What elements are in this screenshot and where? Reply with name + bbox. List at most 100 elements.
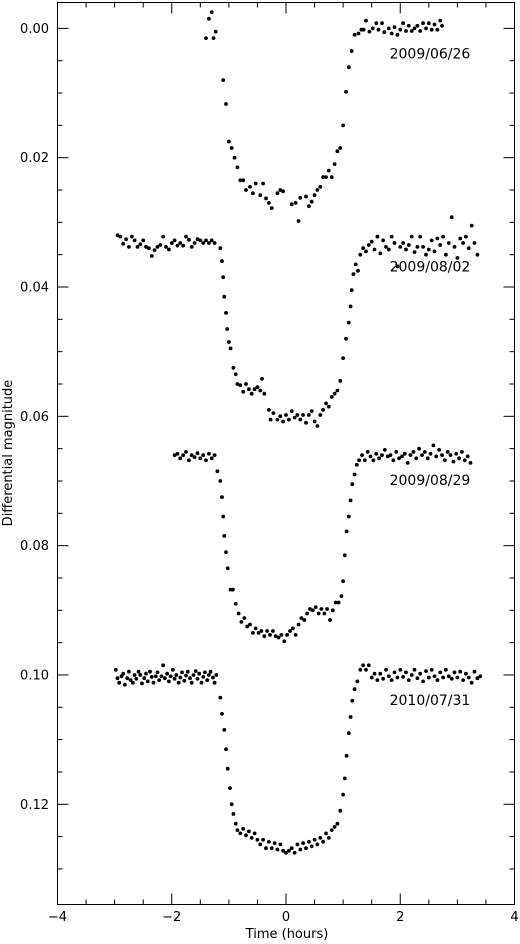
data-point [409,29,414,33]
data-point [276,635,281,640]
data-point [201,453,206,457]
data-point [189,453,194,457]
data-point [461,241,465,245]
data-point [195,451,200,456]
data-point [350,482,355,487]
data-point [400,454,404,459]
data-point [221,514,226,519]
data-point [424,252,428,257]
data-point [348,304,353,309]
data-point [324,401,328,406]
data-point [460,450,464,454]
data-point [181,243,186,248]
data-point [326,168,331,173]
data-point [404,670,408,675]
data-point [332,162,337,167]
data-point [159,674,164,679]
data-point [361,246,365,251]
data-point [225,566,230,571]
data-point [452,245,457,249]
data-point [344,529,349,534]
data-point [321,839,325,844]
data-point [341,356,345,360]
data-point [165,671,170,676]
y-tick-label: 0.10 [20,668,49,683]
data-point [336,600,341,605]
data-point [414,456,419,461]
x-axis-title: Time (hours) [245,927,329,942]
data-point [296,219,301,223]
data-point [239,620,244,624]
data-point [136,669,141,674]
data-point [218,479,223,483]
data-point [315,188,320,192]
data-point [429,27,434,32]
data-point [405,461,410,465]
data-point [185,669,190,674]
data-point [365,450,370,454]
data-point [248,622,252,627]
data-point [291,626,295,631]
data-point [366,663,371,668]
data-point [247,829,251,834]
data-point [392,670,397,675]
data-point [184,673,188,678]
data-point [231,365,236,370]
data-point [242,616,247,620]
data-point [211,36,216,40]
data-point [378,671,383,676]
data-point [236,611,241,616]
data-point [458,669,463,674]
data-point [406,243,411,247]
data-point [214,673,219,677]
data-point [421,245,425,249]
data-point [167,247,171,252]
data-point [307,204,311,209]
data-point [191,673,196,677]
data-point [172,453,177,457]
data-point [318,836,323,840]
data-point [163,676,167,681]
data-point [426,675,431,680]
data-point [181,453,186,457]
data-point [429,667,434,672]
data-point [428,451,433,456]
data-point [440,23,444,28]
data-point [472,241,477,245]
data-point [229,802,234,807]
data-point [376,27,381,32]
data-point [325,607,329,611]
data-point [304,194,308,199]
data-point [289,409,294,413]
data-point [464,234,468,239]
data-point [415,676,420,681]
data-point [238,383,243,388]
y-tick-label: 0.06 [20,410,49,425]
data-point [140,681,144,686]
data-point [304,420,308,425]
data-point [466,675,471,680]
data-point [293,633,298,637]
data-point [117,680,122,685]
data-point [378,251,383,256]
data-point [207,451,211,456]
data-point [406,23,411,28]
data-point [362,458,367,463]
data-point [265,629,269,633]
data-point [412,26,417,31]
data-point [332,825,337,829]
data-point [213,29,218,34]
data-point [207,241,211,245]
data-point [126,669,131,674]
data-point [121,671,126,676]
data-point [288,629,292,633]
data-point [267,201,271,205]
data-point [446,241,451,245]
data-point [267,408,271,412]
data-point [315,424,320,428]
data-point [322,611,327,616]
data-point [244,382,248,386]
data-point [422,450,427,454]
series-label: 2009/08/29 [390,473,471,489]
